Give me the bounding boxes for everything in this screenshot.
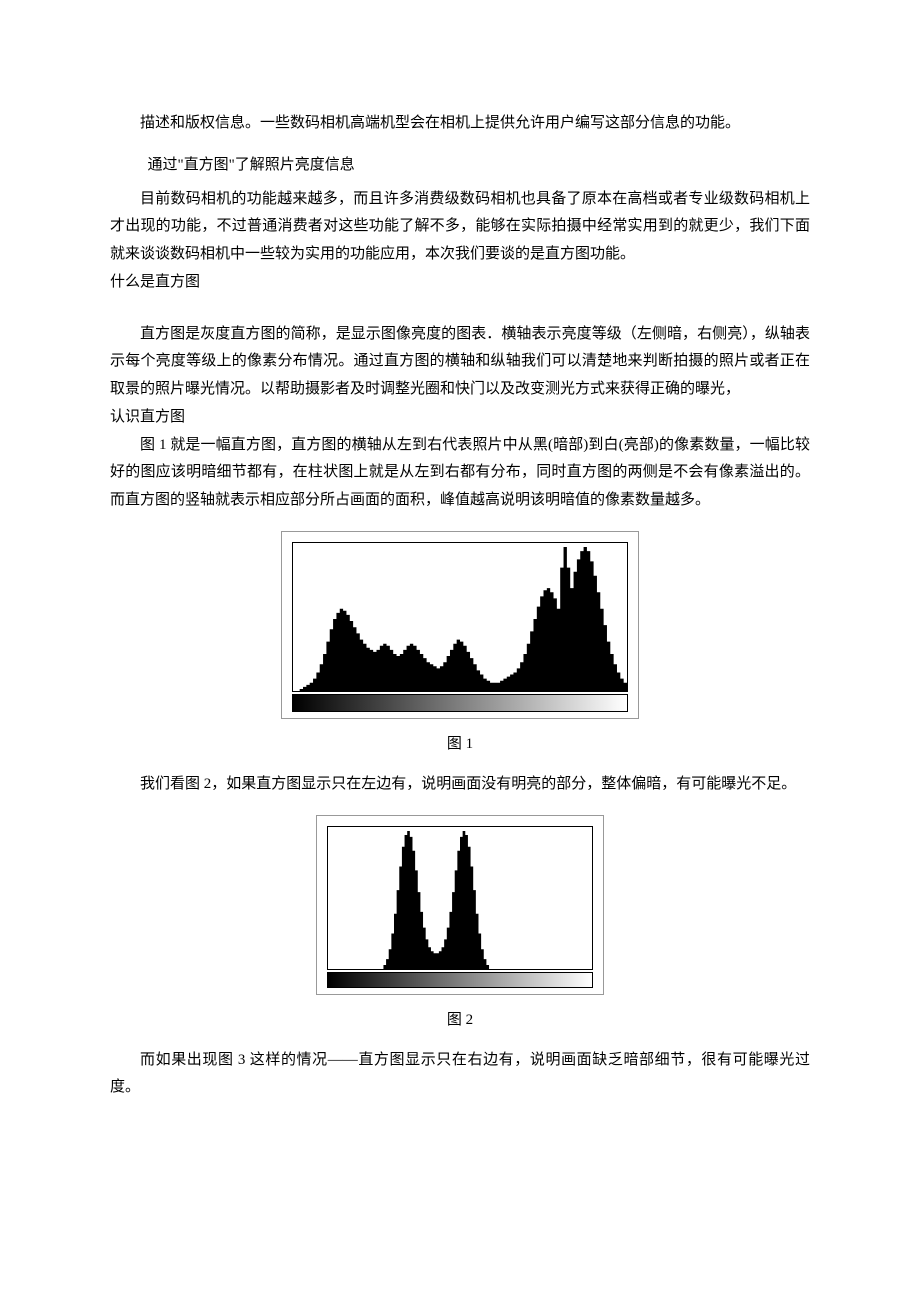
caption-2: 图 2 <box>110 1008 810 1029</box>
caption-1: 图 1 <box>110 732 810 753</box>
paragraph-desc-copyright: 描述和版权信息。一些数码相机高端机型会在相机上提供允许用户编写这部分信息的功能。 <box>110 110 810 138</box>
document-page: 描述和版权信息。一些数码相机高端机型会在相机上提供允许用户编写这部分信息的功能。… <box>0 0 920 1302</box>
paragraph-fig3-desc: 而如果出现图 3 这样的情况——直方图显示只在右边有，说明画面缺乏暗部细节，很有… <box>110 1047 810 1103</box>
figure-1-inner <box>286 536 634 714</box>
figure-2-wrap <box>110 815 810 1000</box>
paragraph-recognize: 认识直方图 <box>110 404 810 432</box>
paragraph-fig1-desc: 图 1 就是一幅直方图，直方图的横轴从左到右代表照片中从黑(暗部)到白(亮部)的… <box>110 432 810 515</box>
paragraph-intro: 目前数码相机的功能越来越多，而且许多消费级数码相机也具备了原本在高档或者专业级数… <box>110 186 810 269</box>
figure-1-frame <box>281 531 639 719</box>
histogram-1 <box>292 542 628 692</box>
gradient-bar-2 <box>327 972 593 988</box>
gradient-bar-1 <box>292 694 628 712</box>
paragraph-def: 直方图是灰度直方图的简称，是显示图像亮度的图表．横轴表示亮度等级（左侧暗，右侧亮… <box>110 321 810 404</box>
paragraph-what-is: 什么是直方图 <box>110 269 810 297</box>
figure-2-inner <box>321 820 599 990</box>
figure-2-frame <box>316 815 604 995</box>
heading-histogram: 通过"直方图"了解照片亮度信息 <box>110 152 810 180</box>
paragraph-fig2-desc: 我们看图 2，如果直方图显示只在左边有，说明画面没有明亮的部分，整体偏暗，有可能… <box>110 771 810 799</box>
figure-1-wrap <box>110 531 810 724</box>
histogram-2 <box>327 826 593 970</box>
